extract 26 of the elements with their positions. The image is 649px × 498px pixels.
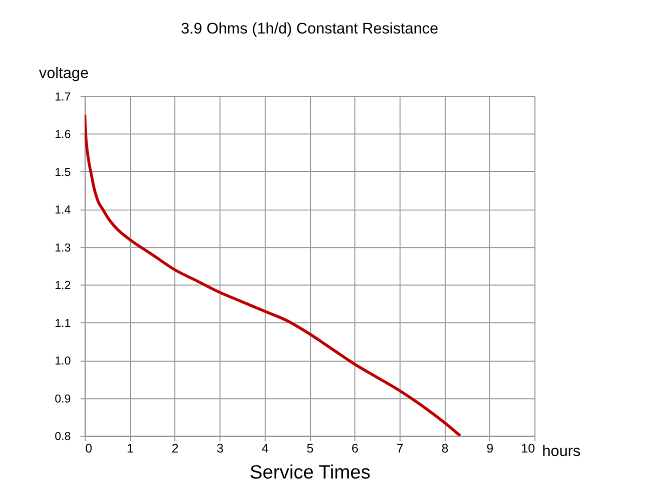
y-tick-label: 1.4	[54, 204, 72, 217]
x-tick-label: 10	[520, 442, 535, 456]
text: hours	[542, 443, 581, 460]
x-tick-label: 2	[172, 442, 179, 456]
x-tick-label: 5	[306, 442, 314, 456]
y-tick-label: 1.0	[54, 356, 71, 368]
y-tick-label: 1.1	[54, 318, 71, 330]
chart-title: 3.9 Ohms (1h/d) Constant Resistance	[180, 20, 438, 38]
x-tick-label: 4	[262, 442, 269, 456]
y-tick-label: 1.5	[54, 166, 71, 179]
x-axis-title: Service Times	[250, 462, 370, 484]
x-tick-label: 3	[216, 442, 224, 456]
y-tick-label: 1.7	[54, 91, 71, 104]
y-tick-label: 0.8	[54, 431, 71, 444]
line-series	[84, 113, 462, 436]
x-tick-label: 7	[396, 442, 404, 456]
x-tick-label: 1	[126, 442, 134, 456]
x-tick-label: 6	[352, 442, 359, 456]
y-axis-title: voltage	[39, 65, 89, 82]
y-tick-label: 1.3	[54, 242, 71, 254]
y-tick-label: 1.6	[54, 129, 71, 142]
x-tick-label: 0	[85, 442, 92, 456]
x-tick-label: 8	[441, 442, 448, 456]
x-tick-label: 9	[486, 442, 494, 456]
y-tick-label: 1.2	[54, 280, 71, 292]
y-tick-label: 0.9	[54, 393, 71, 406]
